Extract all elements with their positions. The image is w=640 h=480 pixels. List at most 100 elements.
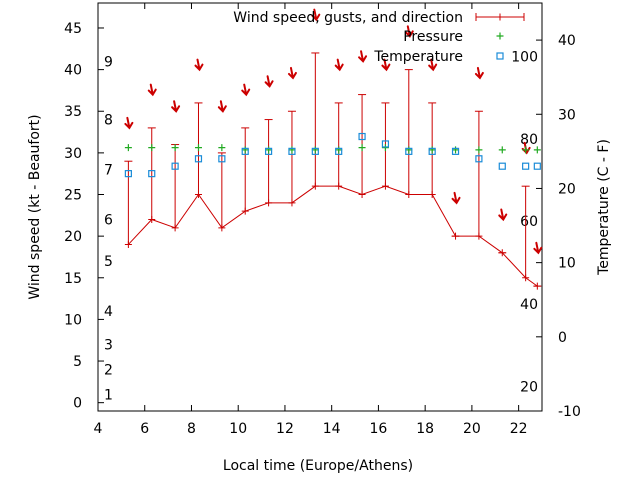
pressure-point xyxy=(311,146,319,154)
pressure-series xyxy=(124,144,541,154)
x-axis-label: Local time (Europe/Athens) xyxy=(223,458,413,474)
temperature-point xyxy=(218,155,226,163)
temperature-point xyxy=(288,147,296,155)
temperature-point xyxy=(241,147,249,155)
x-axis-ticks: 4 6 8 10 12 14 16 18 20 22 xyxy=(94,3,528,437)
legend-pressure-marker xyxy=(496,32,504,40)
temperature-point xyxy=(498,162,506,170)
pressure-point xyxy=(522,146,530,154)
wind-speed-point xyxy=(405,191,413,199)
right-tick-label: 10 xyxy=(558,256,576,272)
temperature-series xyxy=(124,132,541,178)
temperature-point xyxy=(171,162,179,170)
left-tick-label: 40 xyxy=(64,63,82,79)
wind-direction-arrow xyxy=(428,58,438,72)
wind-direction-arrow xyxy=(241,83,251,97)
wind-direction-arrow xyxy=(533,241,543,255)
fahrenheit-label: 80 xyxy=(520,132,538,148)
x-tick-label: 10 xyxy=(229,421,247,437)
beaufort-label: 4 xyxy=(104,304,113,320)
right-axis-ticks: -10 0 10 20 30 40 xyxy=(536,33,581,420)
pressure-point xyxy=(241,146,249,154)
wind-direction-arrow xyxy=(334,58,344,72)
wind-speed-point xyxy=(522,274,530,282)
temperature-point xyxy=(124,170,132,178)
wind-direction-arrow xyxy=(404,25,414,38)
temperature-point xyxy=(311,147,319,155)
pressure-point xyxy=(148,144,156,152)
wind-direction-arrow xyxy=(124,116,134,130)
wind-direction-arrow xyxy=(358,50,368,63)
pressure-point xyxy=(452,146,460,154)
pressure-point xyxy=(171,144,179,152)
wind-direction-arrow xyxy=(264,75,274,88)
pressure-point xyxy=(335,146,343,154)
temperature-point xyxy=(451,147,460,155)
wind-direction-arrow xyxy=(194,58,204,72)
pressure-point xyxy=(194,144,202,152)
temperature-point xyxy=(358,132,366,141)
left-tick-label: 25 xyxy=(64,188,82,204)
beaufort-label: 1 xyxy=(104,387,113,403)
beaufort-label: 8 xyxy=(104,113,113,129)
x-tick-label: 4 xyxy=(94,421,103,437)
wind-direction-arrow xyxy=(381,58,391,72)
pressure-point xyxy=(533,146,541,154)
wind-direction-arrow xyxy=(451,191,461,205)
legend-wind-label: Wind speed, gusts, and direction xyxy=(233,10,463,26)
left-tick-label: 5 xyxy=(73,354,82,370)
temperature-point xyxy=(405,147,413,155)
plot-frame xyxy=(97,2,543,412)
x-tick-label: 16 xyxy=(370,421,388,437)
right-tick-label: 30 xyxy=(558,107,576,123)
wind-speed-point xyxy=(335,182,343,190)
right-axis-label: Temperature (C - F) xyxy=(596,139,612,276)
wind-speed-point xyxy=(171,224,179,232)
x-tick-label: 12 xyxy=(276,421,294,437)
wind-speed-point xyxy=(288,199,296,207)
fahrenheit-label: 20 xyxy=(520,380,538,396)
right-tick-label: 40 xyxy=(558,33,576,49)
beaufort-label: 9 xyxy=(104,54,113,70)
wind-gust-bars xyxy=(124,52,542,287)
legend-temperature-label: Temperature xyxy=(373,49,463,65)
x-tick-label: 14 xyxy=(323,421,341,437)
pressure-point xyxy=(358,144,366,152)
x-tick-label: 20 xyxy=(463,421,481,437)
wind-direction-arrow xyxy=(474,66,484,80)
right-tick-label: 20 xyxy=(558,181,576,197)
wind-direction-arrow xyxy=(217,100,227,113)
pressure-point xyxy=(428,146,436,154)
wind-speed-series xyxy=(124,182,541,290)
x-tick-label: 8 xyxy=(187,421,196,437)
beaufort-label: 5 xyxy=(104,254,113,270)
beaufort-scale-labels: 1 2 3 4 5 6 7 8 9 xyxy=(104,54,113,403)
legend-temperature-sample xyxy=(496,52,504,60)
wind-direction-arrow xyxy=(287,66,297,80)
temperature-point xyxy=(533,162,541,170)
fahrenheit-label: 60 xyxy=(520,214,538,230)
legend-pressure-label: Pressure xyxy=(403,29,463,45)
wind-direction-arrow xyxy=(171,100,181,113)
wind-direction-arrows xyxy=(124,8,543,255)
left-tick-label: 20 xyxy=(64,229,82,245)
left-tick-label: 30 xyxy=(64,146,82,162)
wind-speed-point xyxy=(194,191,202,199)
wind-direction-arrow xyxy=(498,208,508,222)
pressure-point xyxy=(288,146,296,154)
wind-direction-arrow xyxy=(147,83,157,97)
pressure-point xyxy=(475,146,483,154)
legend-temperature-marker xyxy=(496,52,504,60)
left-axis-ticks: 0 5 10 15 20 25 30 35 40 45 xyxy=(64,21,104,412)
beaufort-label: 6 xyxy=(104,212,113,228)
pressure-point xyxy=(218,144,226,152)
temperature-point xyxy=(475,155,483,163)
pressure-point xyxy=(265,146,273,154)
beaufort-label: 3 xyxy=(104,337,113,353)
temperature-point xyxy=(335,147,343,155)
left-tick-label: 45 xyxy=(64,21,82,37)
wind-speed-point xyxy=(218,224,226,232)
temperature-point xyxy=(194,155,203,163)
pressure-point xyxy=(405,146,413,154)
